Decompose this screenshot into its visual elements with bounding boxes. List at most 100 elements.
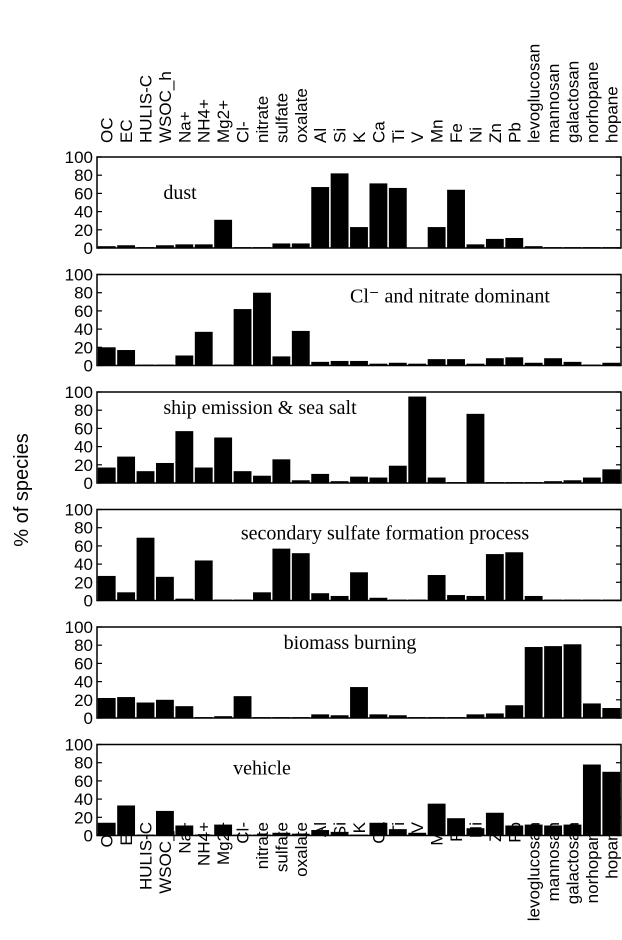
x-tick-label-top: oxalate [292, 88, 311, 143]
bar [350, 476, 368, 483]
y-tick-label: 60 [74, 654, 93, 673]
y-tick-label: 80 [74, 636, 93, 655]
x-tick-label-top: hopane [602, 86, 621, 143]
x-tick-label: nitrate [253, 822, 272, 869]
bar [253, 834, 271, 836]
y-tick-label: 20 [74, 573, 93, 592]
bar [563, 824, 582, 836]
bar [233, 834, 252, 836]
y-tick-label: 40 [74, 203, 93, 222]
x-tick-label-top: levoglucosan [525, 44, 544, 143]
bar [311, 593, 330, 601]
bar [155, 576, 174, 601]
bar [408, 363, 427, 366]
bar [466, 413, 485, 483]
x-tick-label: HULIS-C [137, 822, 156, 890]
bar [117, 697, 136, 718]
y-tick-label: 60 [74, 419, 93, 438]
x-tick-label-top: K [350, 131, 369, 143]
x-tick-label: Zn [486, 822, 505, 842]
bar [175, 431, 194, 483]
bar [427, 227, 446, 248]
x-tick-label-top: WSOC_h [156, 71, 175, 143]
bar [136, 247, 155, 248]
bar [524, 595, 543, 601]
bar [311, 714, 330, 718]
bar [563, 644, 582, 718]
bar [447, 359, 465, 366]
bar [291, 330, 310, 366]
x-tick-label: norhopane [583, 822, 602, 903]
bar [194, 331, 213, 366]
bar [136, 537, 155, 601]
x-tick-label: Mg2+ [214, 822, 233, 865]
y-tick-label: 20 [74, 691, 93, 710]
bar [524, 647, 543, 718]
y-tick-label: 80 [74, 519, 93, 538]
bar [602, 707, 621, 718]
bar [582, 364, 601, 366]
bar [466, 828, 485, 836]
bar [524, 824, 543, 836]
y-tick-label: 40 [74, 673, 93, 692]
y-tick-label: 100 [65, 383, 93, 402]
bar [272, 548, 291, 601]
x-tick-label-top: Zn [486, 123, 505, 143]
x-tick-label-top: NH4+ [195, 99, 214, 143]
panel-title: dust [163, 182, 197, 204]
bar [563, 480, 582, 483]
bar [291, 553, 310, 601]
bar [524, 246, 543, 248]
y-tick-label: 80 [74, 754, 93, 773]
x-tick-label-top: nitrate [253, 96, 272, 143]
bar [485, 812, 504, 836]
bar [272, 243, 291, 248]
bar [408, 599, 427, 601]
y-tick-label: 20 [74, 221, 93, 240]
x-tick-label: Pb [505, 822, 524, 843]
bar [272, 356, 291, 366]
y-tick-label: 80 [74, 401, 93, 420]
x-tick-label-top: Al [311, 128, 330, 143]
bar [214, 599, 233, 601]
bar [233, 599, 252, 601]
y-tick-label: 40 [74, 555, 93, 574]
x-tick-label: mannosan [544, 822, 563, 901]
x-tick-label-top: mannosan [544, 64, 563, 143]
bar [350, 834, 368, 836]
x-tick-label: sulfate [272, 822, 291, 872]
x-tick-label: hopane [602, 822, 621, 879]
bar [233, 696, 252, 718]
x-tick-label-top: Na+ [175, 111, 194, 143]
bar [602, 247, 621, 248]
bar [563, 361, 582, 366]
bar [311, 187, 330, 248]
y-tick-label: 60 [74, 537, 93, 556]
x-tick-label: V [408, 821, 427, 833]
bar [253, 592, 271, 601]
bar [427, 575, 446, 601]
bar [505, 237, 524, 248]
x-tick-label: WSOC_h [156, 822, 175, 894]
bar [447, 595, 465, 601]
bar [505, 552, 524, 601]
y-tick-label: 40 [74, 320, 93, 339]
x-tick-label-top: Cl- [234, 121, 253, 143]
y-tick-label: 80 [74, 166, 93, 185]
x-tick-label-top: OC [98, 118, 117, 144]
x-tick-label-top: Ti [389, 129, 408, 143]
y-tick-label: 100 [65, 266, 93, 285]
bar [311, 830, 330, 836]
bar [175, 355, 194, 366]
bar [330, 173, 349, 248]
bar [582, 703, 601, 718]
bar [447, 717, 465, 718]
bar [194, 717, 213, 718]
bar [330, 360, 349, 366]
bar [544, 825, 563, 836]
bar [427, 717, 446, 718]
bar [330, 595, 349, 601]
bar [233, 471, 252, 483]
bar [485, 358, 504, 366]
